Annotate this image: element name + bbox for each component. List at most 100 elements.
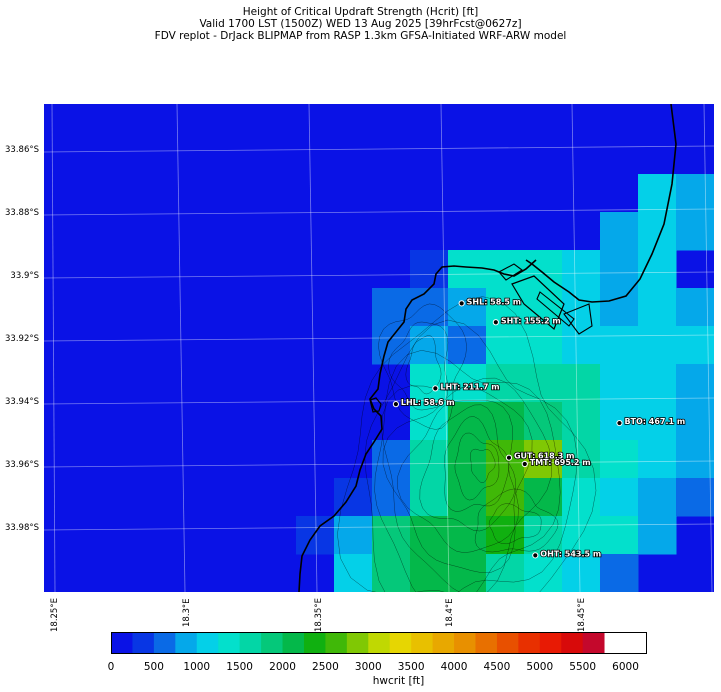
hcrit-cell: [638, 326, 677, 365]
site-dot: [458, 300, 465, 307]
lon-label: 18.25°E: [50, 598, 60, 632]
hcrit-cell: [448, 516, 487, 555]
hcrit-cell: [410, 288, 449, 327]
lat-label: 33.92°S: [5, 334, 39, 344]
site-dot: [505, 454, 513, 461]
contour-line: [454, 432, 500, 501]
hcrit-cell: [600, 364, 639, 403]
hcrit-map[interactable]: SHL: 58.5 m SHT: 155.2 m LHT: 211.7 m LHL: …: [44, 104, 714, 592]
hcrit-cell: [638, 402, 677, 441]
lat-label: 33.98°S: [5, 523, 39, 533]
site-marker[interactable]: GUT: 618.3 m: [505, 451, 575, 462]
hcrit-cell: [562, 478, 601, 517]
colorbar-tick-label: 4000: [440, 661, 468, 673]
hcrit-cell: [524, 250, 563, 289]
contour-line: [381, 377, 553, 592]
hcrit-cell: [562, 364, 601, 403]
colorbar-segment: [518, 632, 541, 654]
hcrit-cell: [676, 402, 714, 441]
colorbar-segment: [325, 632, 348, 654]
lat-label: 33.9°S: [10, 271, 39, 281]
colorbar-tick-label: 6000: [612, 661, 639, 673]
site-dot: [532, 552, 539, 559]
hcrit-cell: [638, 364, 677, 403]
map-valid-time: Valid 1700 LST (1500Z) WED 13 Aug 2025 […: [199, 18, 522, 30]
hcrit-cell: [410, 516, 449, 555]
colorbar-segment: [303, 632, 326, 654]
hcrit-cell: [448, 326, 487, 365]
site-marker[interactable]: LHT: 211.7 m: [432, 382, 500, 392]
hcrit-cell: [448, 364, 487, 403]
colorbar-frame: [111, 632, 647, 654]
hcrit-cell: [562, 250, 601, 289]
colorbar-tick-label: 3500: [397, 661, 425, 673]
colorbar-tick-label: 5500: [569, 661, 597, 673]
hcrit-cell: [296, 516, 335, 555]
contour-line: [419, 404, 516, 532]
hcrit-cell: [524, 478, 563, 517]
hcrit-cell: [524, 364, 563, 403]
site-markers: SHL: 58.5 m SHT: 155.2 m LHT: 211.7 m LHL: …: [392, 297, 686, 559]
lat-lon-grid: [44, 104, 714, 592]
hcrit-cell: [638, 440, 677, 479]
site-label: OHT: 543.5 m: [540, 549, 601, 558]
hcrit-cell: [676, 174, 714, 213]
site-marker[interactable]: SHL: 58.5 m: [458, 297, 522, 307]
site-marker[interactable]: OHT: 543.5 m: [532, 549, 602, 559]
site-label: LHL: 58.6 m: [401, 398, 455, 407]
colorbar-tick-label: 4500: [483, 661, 511, 673]
hcrit-cell: [562, 402, 601, 441]
colorbar: [111, 632, 647, 654]
hcrit-cell: [372, 516, 411, 555]
colorbar-tick-label: 500: [143, 661, 164, 673]
hcrit-cell: [676, 212, 714, 251]
site-label: TMT: 695.2 m: [530, 458, 591, 467]
hcrit-cell: [410, 250, 449, 289]
hcrit-cell: [524, 516, 563, 555]
hcrit-cell: [372, 440, 411, 479]
lon-label: 18.45°E: [577, 598, 587, 632]
hcrit-cell: [638, 478, 677, 517]
colorbar-segment: [132, 632, 155, 654]
hcrit-cell: [372, 554, 411, 592]
map-title: Height of Critical Updraft Strength (Hcr…: [242, 6, 479, 18]
hcrit-cell: [372, 478, 411, 517]
colorbar-segment: [239, 632, 262, 654]
site-dot: [492, 319, 499, 326]
hcrit-cell: [486, 326, 525, 365]
colorbar-segment: [496, 632, 519, 654]
colorbar-segment: [282, 632, 305, 654]
colorbar-tick-label: 2000: [269, 661, 296, 673]
site-marker[interactable]: SHT: 155.2 m: [492, 315, 562, 326]
colorbar-segment: [389, 632, 412, 654]
colorbar-segment: [346, 632, 369, 654]
contour-line: [382, 386, 533, 573]
hcrit-cell: [334, 554, 373, 592]
site-marker[interactable]: LHL: 58.6 m: [392, 397, 455, 408]
contour-line: [388, 321, 449, 411]
colorbar-tick-label: 1000: [183, 661, 211, 673]
hcrit-cell: [410, 554, 449, 592]
hcrit-cell: [410, 478, 449, 517]
colorbar-tick-label: 2500: [312, 661, 339, 673]
lat-label: 33.94°S: [5, 397, 39, 407]
site-label: LHT: 211.7 m: [440, 382, 499, 391]
site-marker[interactable]: TMT: 695.2 m: [521, 457, 591, 468]
site-marker[interactable]: BTO: 467.1 m: [616, 416, 686, 427]
hcrit-cell: [562, 554, 601, 592]
hcrit-cell: [448, 554, 487, 592]
hcrit-cell: [486, 478, 525, 517]
colorbar-segment: [539, 632, 562, 654]
colorbar-segment: [153, 632, 176, 654]
hcrit-cell: [638, 516, 677, 555]
terrain-contours: [337, 296, 597, 592]
contour-line: [374, 350, 561, 592]
colorbar-segment: [411, 632, 433, 654]
site-dot: [432, 385, 439, 392]
hcrit-cell: [600, 478, 639, 517]
contour-line: [337, 296, 597, 592]
hcrit-cell: [372, 326, 411, 365]
colorbar-tick-label: 5000: [526, 661, 554, 673]
lon-label: 18.4°E: [445, 598, 455, 627]
colorbar-tick-label: 3000: [354, 661, 382, 673]
